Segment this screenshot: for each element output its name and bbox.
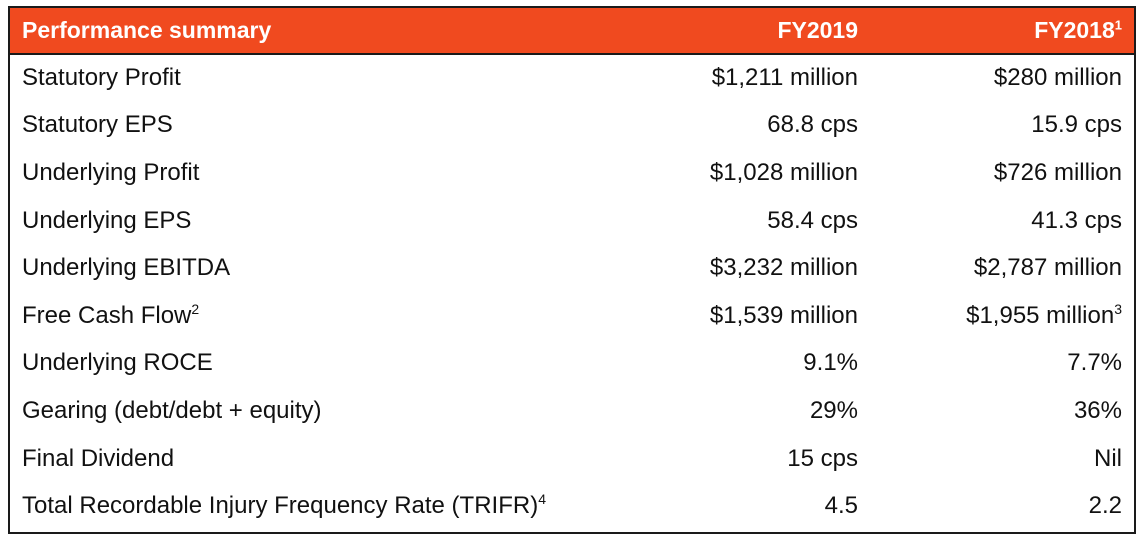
summary-table: Performance summary FY2019 FY20181 Statu… [10, 8, 1134, 530]
row-fy2018-value: 2.2 [1088, 492, 1122, 520]
table-row: Free Cash Flow2 $1,539 million $1,955 mi… [10, 292, 1134, 340]
row-fy2018-value: $280 million [993, 64, 1122, 92]
table-row: Total Recordable Injury Frequency Rate (… [10, 482, 1134, 530]
row-fy2019-value: 4.5 [824, 492, 858, 520]
row-label: Underlying EPS [22, 206, 192, 234]
row-fy2019-value: $3,232 million [709, 254, 858, 282]
row-fy2018-value: $1,955 million3 [966, 300, 1122, 329]
row-fy2018-value: 15.9 cps [1031, 111, 1122, 139]
row-label: Total Recordable Injury Frequency Rate (… [22, 491, 546, 520]
table-row: Underlying Profit $1,028 million $726 mi… [10, 149, 1134, 197]
row-label: Underlying EBITDA [22, 254, 231, 282]
row-fy2018-value: 36% [1073, 396, 1122, 424]
table-header: Performance summary FY2019 FY20181 [10, 8, 1134, 55]
row-fy2018-value: Nil [1094, 444, 1122, 472]
row-label-footnote: 2 [191, 300, 200, 317]
row-fy2019-value: 29% [809, 396, 858, 424]
row-fy2019-value: 68.8 cps [767, 111, 858, 139]
header-fy2019: FY2019 [664, 8, 870, 55]
row-label: Free Cash Flow2 [22, 300, 200, 329]
row-label: Statutory EPS [22, 111, 173, 139]
table-row: Statutory EPS 68.8 cps 15.9 cps [10, 102, 1134, 150]
row-fy2018-value: 7.7% [1067, 349, 1122, 377]
header-row: Performance summary FY2019 FY20181 [10, 8, 1134, 55]
performance-summary-table: Performance summary FY2019 FY20181 Statu… [8, 6, 1136, 534]
header-fy2018-footnote: 1 [1114, 17, 1122, 33]
row-label: Gearing (debt/debt + equity) [22, 396, 322, 424]
header-label: Performance summary [10, 8, 664, 55]
row-fy2018-value: $726 million [993, 158, 1122, 186]
row-label: Underlying ROCE [22, 349, 213, 377]
row-fy2019-value: 58.4 cps [767, 206, 858, 234]
table-row: Gearing (debt/debt + equity) 29% 36% [10, 387, 1134, 435]
row-value-footnote: 3 [1114, 300, 1122, 317]
row-fy2019-value: $1,539 million [709, 301, 858, 329]
row-fy2019-value: $1,028 million [709, 158, 858, 186]
table-row: Underlying ROCE 9.1% 7.7% [10, 340, 1134, 388]
row-fy2018-value: 41.3 cps [1031, 206, 1122, 234]
row-fy2018-value: $2,787 million [973, 254, 1122, 282]
row-label-footnote: 4 [538, 491, 546, 508]
table-row: Underlying EPS 58.4 cps 41.3 cps [10, 197, 1134, 245]
row-label: Statutory Profit [22, 64, 181, 92]
header-fy2018: FY20181 [870, 8, 1134, 55]
table-row: Underlying EBITDA $3,232 million $2,787 … [10, 244, 1134, 292]
row-fy2019-value: 9.1% [803, 349, 858, 377]
row-fy2019-value: $1,211 million [711, 64, 858, 92]
row-fy2019-value: 15 cps [787, 444, 858, 472]
table-body: Statutory Profit $1,211 million $280 mil… [10, 54, 1134, 530]
table-row: Statutory Profit $1,211 million $280 mil… [10, 54, 1134, 102]
row-label: Underlying Profit [22, 158, 200, 186]
row-label: Final Dividend [22, 444, 175, 472]
table-row: Final Dividend 15 cps Nil [10, 435, 1134, 483]
